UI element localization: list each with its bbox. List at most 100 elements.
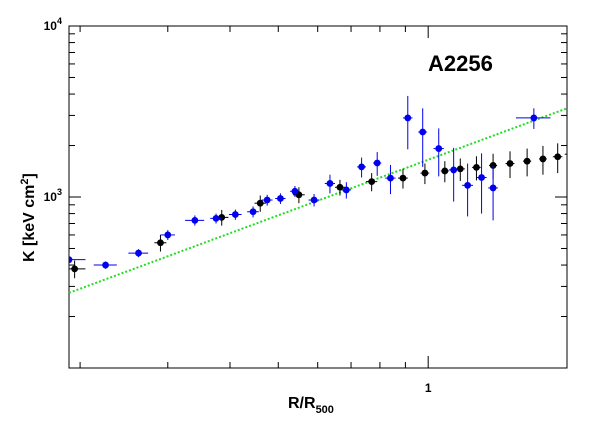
x-axis-title-main: R/R (288, 395, 316, 412)
point-marker (157, 239, 164, 247)
cluster-annotation: A2256 (428, 51, 493, 76)
data-point (539, 145, 547, 175)
point-marker (435, 145, 443, 152)
data-point (488, 165, 498, 221)
point-marker (473, 163, 480, 171)
fit-line (68, 107, 568, 294)
data-point (462, 163, 473, 217)
x-tick-labels: 1 (425, 381, 432, 395)
data-point (185, 215, 205, 226)
data-point (448, 147, 459, 202)
x-tick-label: 1 (425, 381, 432, 395)
point-marker (489, 184, 497, 192)
data-point (505, 151, 515, 179)
point-marker (191, 216, 199, 224)
point-marker (566, 153, 567, 155)
point-marker (291, 187, 299, 195)
point-marker (419, 128, 427, 136)
data-point (385, 164, 396, 195)
point-marker (326, 180, 334, 187)
data-point (324, 174, 336, 194)
point-marker (368, 178, 376, 186)
y-tick-label-base: 10 (44, 190, 58, 204)
y-axis-title-main: K [keV cm (21, 185, 38, 262)
series-1 (69, 95, 551, 269)
point-marker (478, 174, 485, 181)
point-marker (256, 199, 264, 207)
point-marker (135, 249, 142, 257)
point-marker (373, 159, 381, 167)
point-marker (69, 256, 73, 264)
y-axis-title: K [keV cm2] (19, 173, 38, 262)
y-axis-title-superscript: 2 (19, 179, 31, 185)
data-point (552, 143, 563, 174)
x-axis-title-subscript: 500 (316, 404, 334, 416)
y-tick-label-base: 10 (44, 19, 58, 33)
data-point (402, 95, 413, 150)
data-point (365, 173, 378, 192)
point-marker (342, 186, 350, 194)
data-point (455, 158, 465, 182)
point-marker (358, 163, 365, 171)
point-marker (71, 265, 79, 273)
data-point (210, 213, 222, 224)
point-marker (249, 208, 257, 216)
point-marker (506, 160, 514, 167)
data-points-layer (69, 95, 567, 279)
data-point (357, 157, 366, 178)
point-marker (399, 174, 407, 182)
fit-line-layer (68, 107, 568, 294)
data-point (308, 194, 320, 207)
point-marker (263, 196, 271, 204)
data-point (128, 249, 149, 258)
point-marker (464, 181, 472, 189)
point-marker (539, 155, 547, 163)
data-point (522, 148, 532, 177)
point-marker (212, 214, 220, 222)
point-marker (387, 174, 394, 182)
data-point (93, 261, 117, 269)
data-point (564, 153, 567, 155)
data-point (418, 108, 428, 167)
y-tick-label: 103 (44, 187, 62, 204)
data-point (335, 179, 345, 196)
point-marker (231, 211, 239, 218)
data-point (472, 156, 481, 181)
y-axis-title-end: ] (21, 173, 38, 178)
point-marker (404, 114, 412, 122)
point-marker (450, 166, 458, 174)
point-marker (554, 153, 562, 161)
data-point (275, 193, 286, 205)
data-point (69, 253, 86, 267)
data-point (476, 153, 487, 214)
data-point (373, 152, 382, 176)
point-marker (530, 114, 538, 122)
data-point (254, 195, 266, 212)
data-point (341, 182, 352, 199)
data-point (160, 230, 175, 241)
data-point (420, 163, 430, 185)
point-marker (523, 157, 531, 165)
data-point (69, 260, 86, 279)
point-marker (310, 196, 318, 204)
data-point (433, 128, 444, 177)
point-marker (441, 167, 449, 175)
data-point (261, 194, 273, 206)
data-point (440, 161, 449, 183)
axis-ticks (69, 25, 567, 369)
point-marker (102, 261, 109, 269)
x-axis-title: R/R500 (288, 395, 334, 416)
data-point (398, 168, 408, 189)
data-point (228, 209, 242, 220)
point-marker (421, 169, 429, 177)
data-point (154, 234, 167, 252)
point-marker (456, 165, 464, 173)
data-point (515, 108, 551, 129)
y-tick-label-exponent: 3 (57, 187, 62, 197)
point-marker (164, 231, 172, 239)
y-tick-label-exponent: 4 (57, 16, 62, 26)
data-point (247, 206, 259, 218)
data-point (290, 185, 300, 197)
